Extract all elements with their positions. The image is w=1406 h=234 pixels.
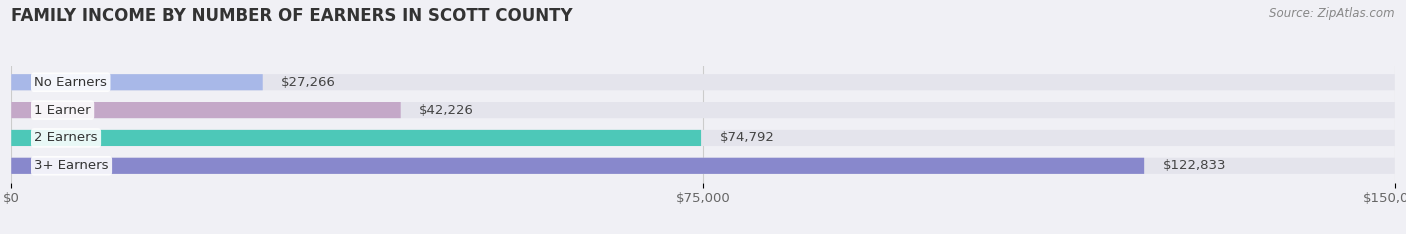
- FancyBboxPatch shape: [11, 102, 401, 118]
- Text: $74,792: $74,792: [720, 132, 775, 144]
- Text: 1 Earner: 1 Earner: [34, 104, 91, 117]
- Text: FAMILY INCOME BY NUMBER OF EARNERS IN SCOTT COUNTY: FAMILY INCOME BY NUMBER OF EARNERS IN SC…: [11, 7, 572, 25]
- Text: Source: ZipAtlas.com: Source: ZipAtlas.com: [1270, 7, 1395, 20]
- FancyBboxPatch shape: [11, 158, 1144, 174]
- FancyBboxPatch shape: [11, 158, 1395, 174]
- FancyBboxPatch shape: [11, 74, 1395, 90]
- Text: $122,833: $122,833: [1163, 159, 1226, 172]
- Text: $27,266: $27,266: [281, 76, 336, 89]
- FancyBboxPatch shape: [11, 102, 1395, 118]
- Text: No Earners: No Earners: [34, 76, 107, 89]
- FancyBboxPatch shape: [11, 130, 1395, 146]
- Text: $42,226: $42,226: [419, 104, 474, 117]
- FancyBboxPatch shape: [11, 130, 702, 146]
- Text: 3+ Earners: 3+ Earners: [34, 159, 108, 172]
- FancyBboxPatch shape: [11, 74, 263, 90]
- Text: 2 Earners: 2 Earners: [34, 132, 98, 144]
